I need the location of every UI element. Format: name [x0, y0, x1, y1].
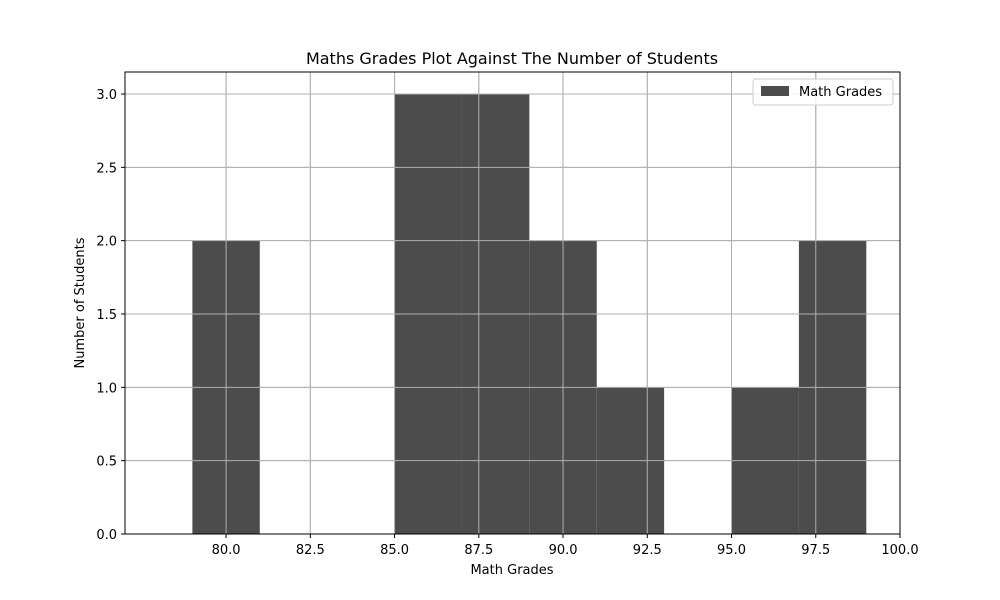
x-tick-label: 100.0 [881, 543, 918, 558]
x-tick-label: 87.5 [464, 543, 493, 558]
x-tick-label: 85.0 [380, 543, 409, 558]
y-tick-label: 2.0 [96, 235, 117, 250]
y-axis-ticks: 0.0 0.5 1.0 1.5 2.0 2.5 3.0 [96, 88, 125, 543]
y-tick-label: 0.5 [96, 455, 117, 470]
x-axis-ticks: 80.0 82.5 85.0 87.5 90.0 92.5 95.0 97.5 100.0 [212, 534, 919, 558]
x-tick-label: 95.0 [717, 543, 746, 558]
y-tick-label: 1.5 [96, 308, 117, 323]
y-tick-label: 2.5 [96, 161, 117, 176]
y-tick-label: 3.0 [96, 88, 117, 103]
x-tick-label: 82.5 [296, 543, 325, 558]
legend-label: Math Grades [799, 85, 882, 100]
plot-frame [124, 71, 901, 535]
chart-title: Maths Grades Plot Against The Number of … [306, 49, 718, 68]
y-axis-label: Number of Students [73, 237, 88, 368]
x-tick-label: 92.5 [633, 543, 662, 558]
legend-box [752, 78, 894, 106]
legend: Math Grades [752, 78, 894, 106]
x-axis-label: Math Grades [470, 563, 553, 578]
y-tick-label: 0.0 [96, 528, 117, 543]
x-tick-label: 90.0 [549, 543, 578, 558]
legend-swatch [761, 86, 789, 96]
bars-group [125, 72, 901, 535]
x-tick-label: 97.5 [801, 543, 830, 558]
x-tick-label: 80.0 [212, 543, 241, 558]
y-tick-label: 1.0 [96, 381, 117, 396]
